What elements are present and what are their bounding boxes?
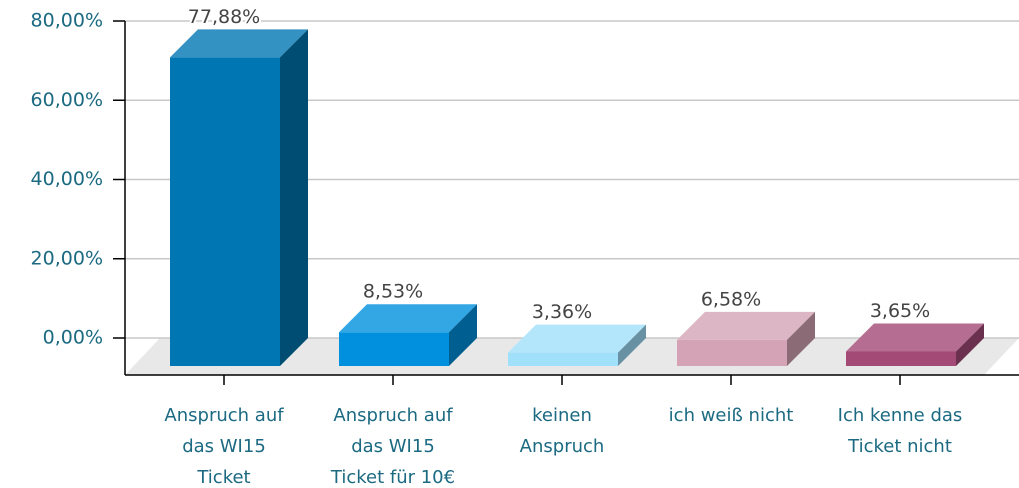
y-tick-label: 20,00% xyxy=(31,247,103,269)
value-label: 3,65% xyxy=(870,300,930,322)
x-tick-label: ich weiß nicht xyxy=(668,405,794,426)
bar-face xyxy=(508,324,646,353)
y-tick-label: 60,00% xyxy=(31,89,103,111)
bar-face xyxy=(677,339,787,366)
bar xyxy=(677,311,815,366)
bar-face xyxy=(280,29,308,366)
bar xyxy=(170,29,308,366)
bar-face xyxy=(170,29,308,58)
x-tick-label: Anspruch auf das WI15 Ticket xyxy=(164,405,284,488)
x-tick-label: Anspruch auf das WI15 Ticket für 10€ xyxy=(330,405,456,488)
value-label: 6,58% xyxy=(701,288,761,310)
bar-face xyxy=(449,304,477,366)
bar-face xyxy=(787,311,815,366)
bar xyxy=(846,323,984,366)
y-tick-label: 40,00% xyxy=(31,168,103,190)
bar-face xyxy=(846,323,984,352)
value-label: 8,53% xyxy=(363,281,423,303)
bar-face xyxy=(170,57,280,366)
bar-face xyxy=(846,351,956,366)
x-tick-label: Ich kenne das Ticket nicht xyxy=(837,405,963,457)
bar-face xyxy=(339,332,449,366)
value-label: 77,88% xyxy=(188,6,260,28)
y-tick-label: 0,00% xyxy=(43,327,103,349)
bar-face xyxy=(677,311,815,340)
y-tick-label: 80,00% xyxy=(31,10,103,32)
bar xyxy=(508,324,646,366)
bar-face xyxy=(508,352,618,366)
bar xyxy=(339,304,477,366)
bar-face xyxy=(339,304,477,333)
bar-face xyxy=(618,324,646,366)
bar-face xyxy=(956,323,984,366)
value-label: 3,36% xyxy=(532,301,592,323)
x-tick-label: keinen Anspruch xyxy=(519,405,605,457)
